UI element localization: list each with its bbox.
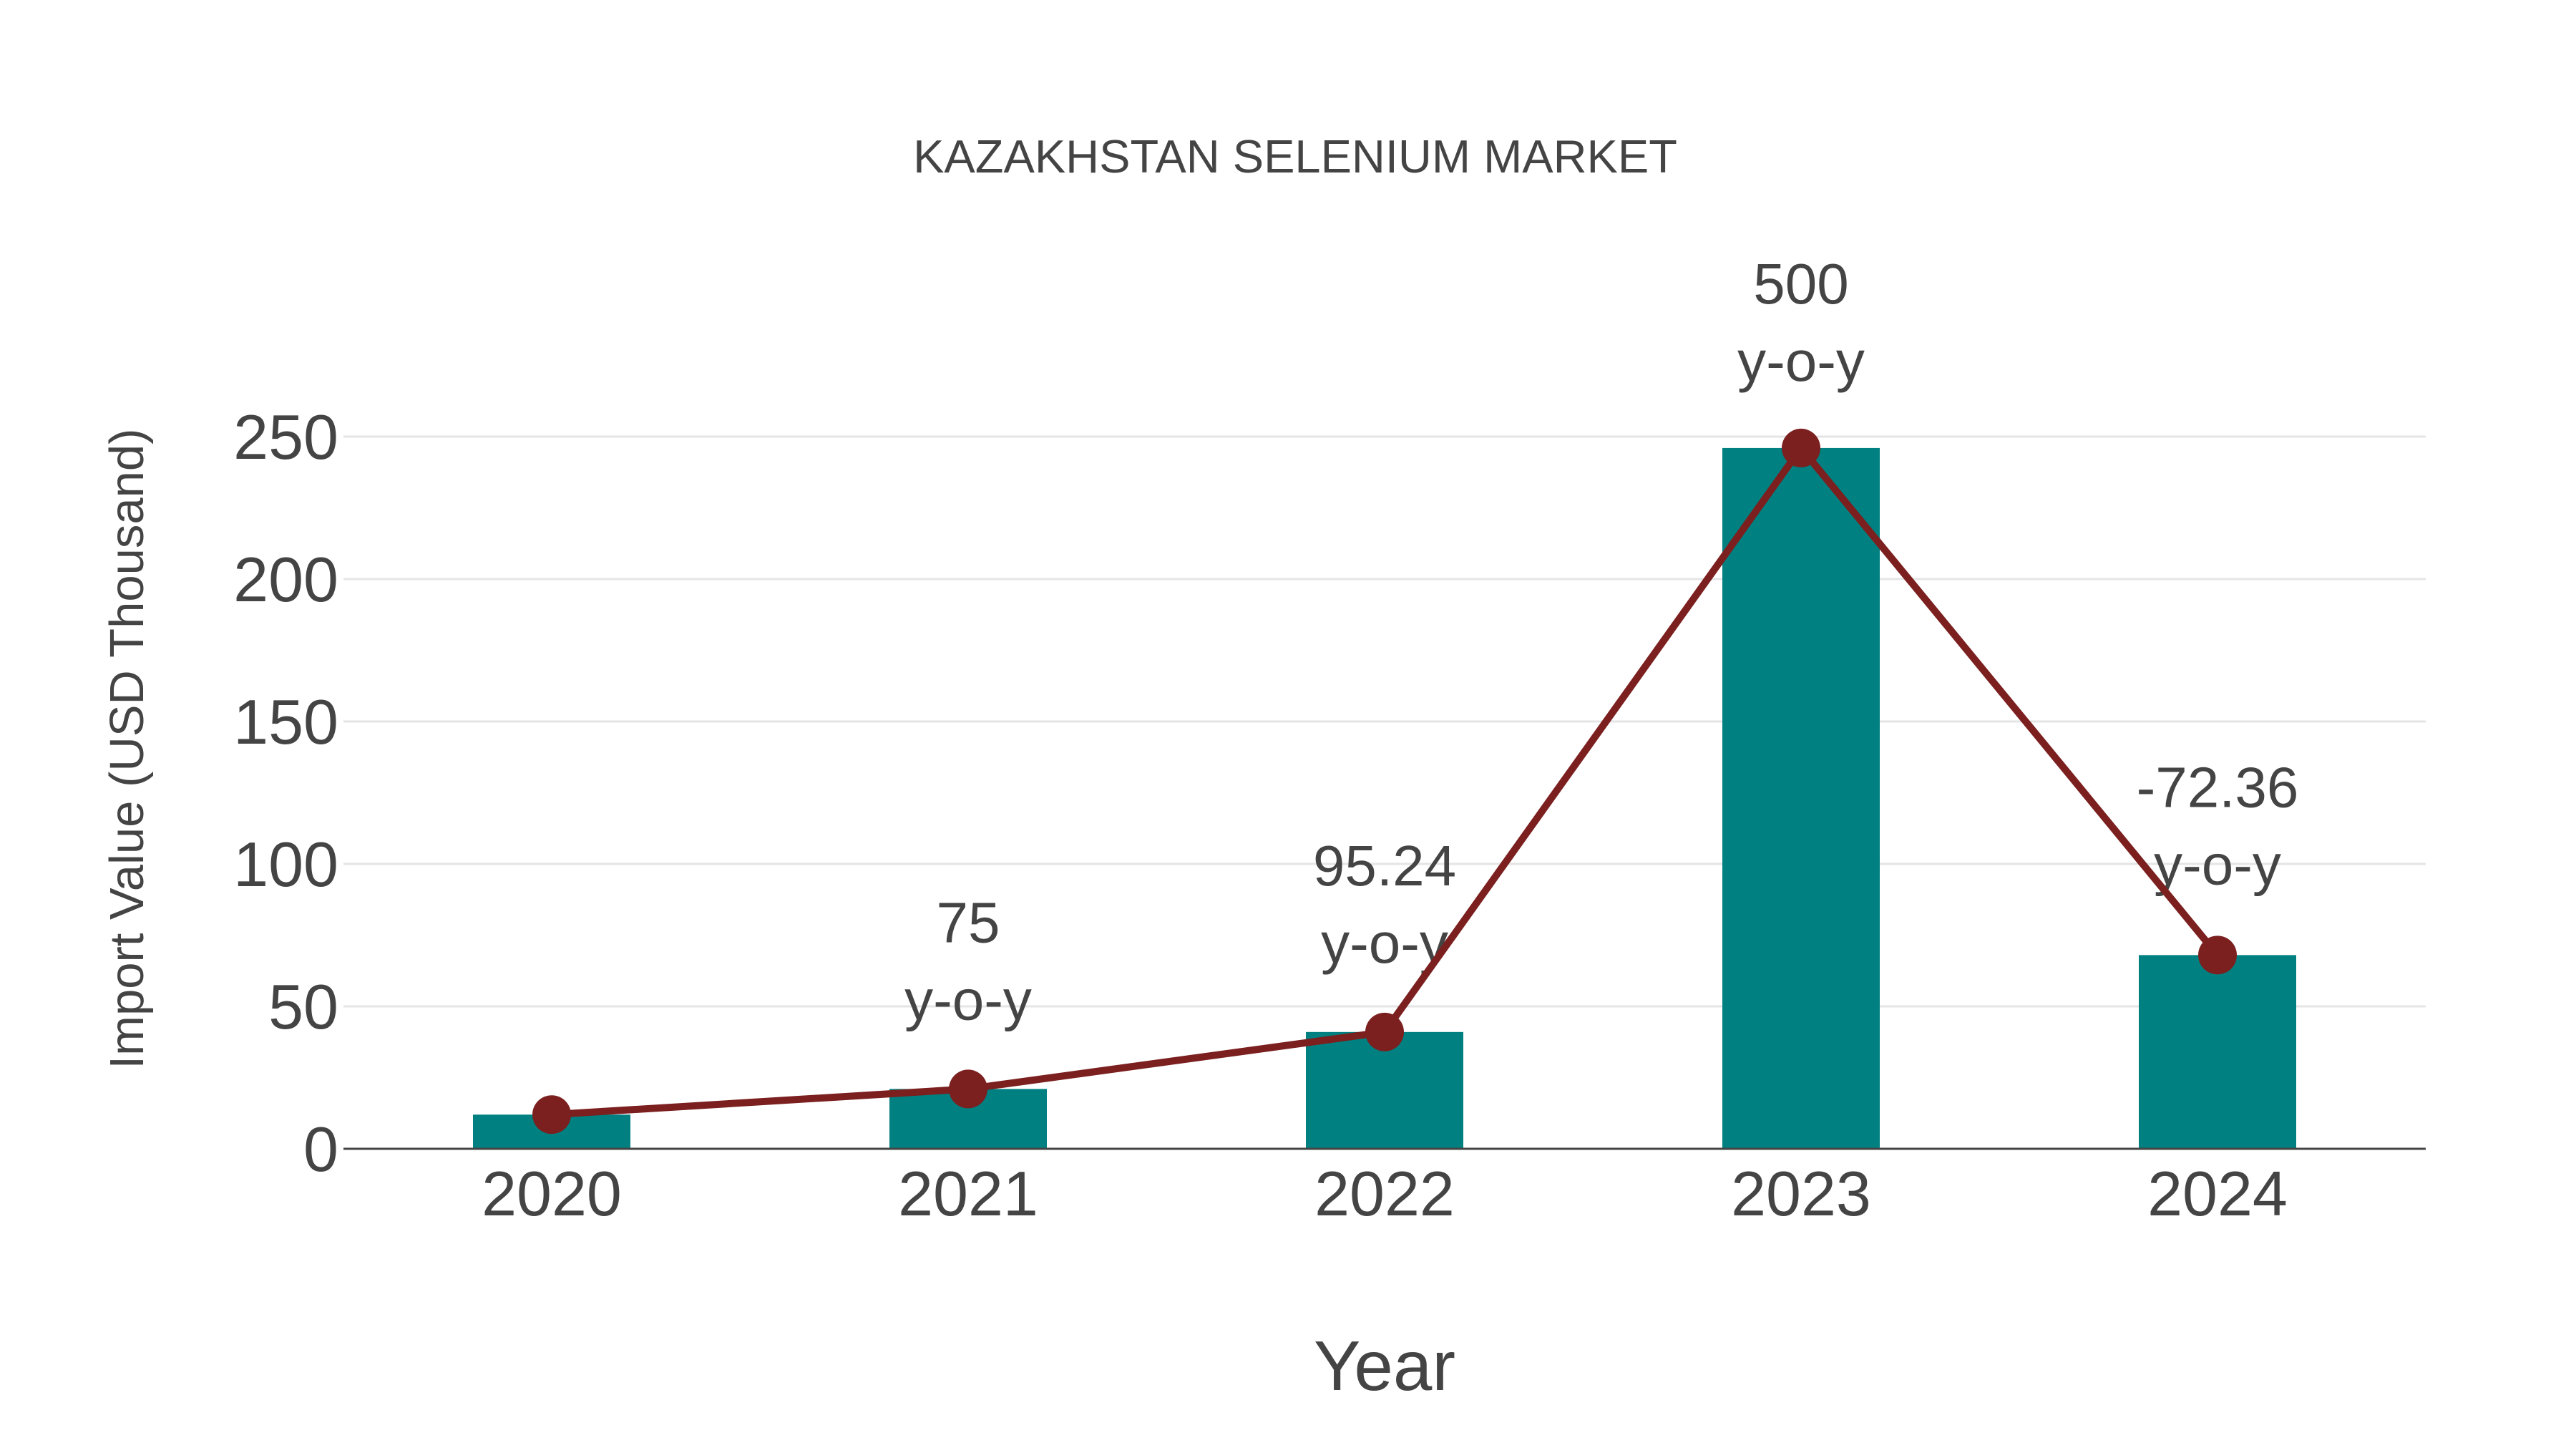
x-tick-label: 2021 xyxy=(898,1158,1038,1229)
x-axis-ticks: 2020 2021 2022 2023 2024 xyxy=(482,1158,2288,1229)
yoy-value: 95.24 xyxy=(1313,834,1456,898)
yoy-label: y-o-y xyxy=(1321,911,1448,975)
marker-2022 xyxy=(1365,1012,1404,1051)
marker-2023 xyxy=(1782,428,1820,467)
bar-2023 xyxy=(1722,447,1880,1149)
yoy-label: y-o-y xyxy=(2154,832,2281,896)
x-tick-label: 2024 xyxy=(2147,1158,2288,1229)
y-tick-label: 0 xyxy=(303,1114,338,1185)
x-tick-label: 2022 xyxy=(1314,1158,1455,1229)
y-axis-title: Import Value (USD Thousand) xyxy=(100,429,154,1069)
yoy-value: 500 xyxy=(1753,252,1848,316)
y-tick-label: 200 xyxy=(233,544,338,615)
marker-2024 xyxy=(2198,936,2237,975)
marker-2021 xyxy=(949,1069,987,1109)
yoy-label: y-o-y xyxy=(904,968,1032,1031)
y-axis-ticks: 0 50 100 150 200 250 xyxy=(233,402,338,1185)
yoy-annotations: 75 y-o-y 95.24 y-o-y 500 y-o-y -72.36 y-o-y xyxy=(904,252,2298,1032)
y-tick-label: 150 xyxy=(233,686,338,757)
chart-title: KAZAKHSTAN SELENIUM MARKET xyxy=(913,130,1677,183)
y-tick-label: 50 xyxy=(268,971,338,1042)
y-tick-label: 250 xyxy=(233,402,338,472)
marker-2020 xyxy=(532,1095,571,1134)
yoy-value: 75 xyxy=(937,890,1000,954)
x-tick-label: 2023 xyxy=(1731,1158,1871,1229)
yoy-label: y-o-y xyxy=(1737,329,1865,393)
y-tick-label: 100 xyxy=(233,829,338,900)
gridlines xyxy=(343,435,2426,1008)
yoy-value: -72.36 xyxy=(2137,755,2299,819)
x-axis-title: Year xyxy=(1314,1326,1455,1405)
trend-line xyxy=(532,428,2237,1134)
bars xyxy=(473,447,2296,1149)
x-tick-label: 2020 xyxy=(482,1158,622,1229)
bar-2024 xyxy=(2139,955,2296,1149)
bar-2022 xyxy=(1306,1031,1463,1149)
